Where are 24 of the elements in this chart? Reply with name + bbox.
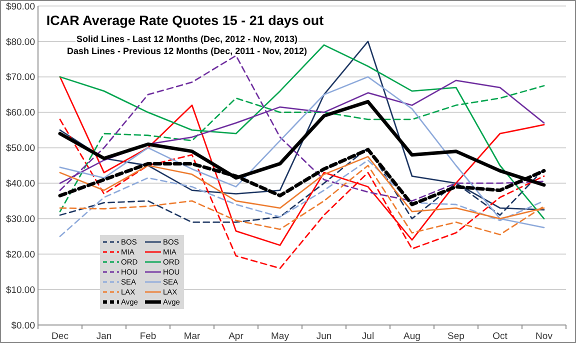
y-tick-label: $20.00 (6, 249, 35, 260)
x-tick-label: Aug (404, 331, 420, 342)
text: ICAR Average Rate Quotes 15 - 21 days out (46, 13, 324, 28)
y-tick-label: $90.00 (6, 1, 35, 12)
x-tick-label: May (271, 331, 290, 342)
x-tick-label: Dec (52, 331, 69, 342)
x-tick-label: Jun (316, 331, 332, 342)
y-tick-label: $50.00 (6, 143, 35, 154)
y-tick-label: $0.00 (11, 320, 35, 332)
y-tick-label: $40.00 (6, 178, 35, 190)
y-tick-label: $30.00 (6, 214, 35, 225)
y-tick-label: $80.00 (6, 36, 35, 48)
y-tick-label: $60.00 (6, 108, 35, 119)
x-tick-label: Sep (448, 331, 464, 342)
y-tick-label: $70.00 (6, 72, 35, 84)
x-tick-label: Feb (140, 331, 156, 342)
x-tick-label: Apr (228, 331, 244, 342)
x-tick-label: Mar (184, 331, 200, 342)
x-tick-label: Jan (96, 331, 112, 342)
x-tick-label: Oct (492, 331, 508, 342)
y-tick-label: $10.00 (6, 284, 35, 296)
x-tick-label: Nov (536, 331, 553, 342)
x-tick-label: Jul (362, 331, 374, 342)
text: Solid Lines - Last 12 Months (Dec, 2012 - Nov, 2013) Dash Lines - Previous 12 Months (Dec, 2011 - Nov, 2012) (67, 34, 307, 56)
